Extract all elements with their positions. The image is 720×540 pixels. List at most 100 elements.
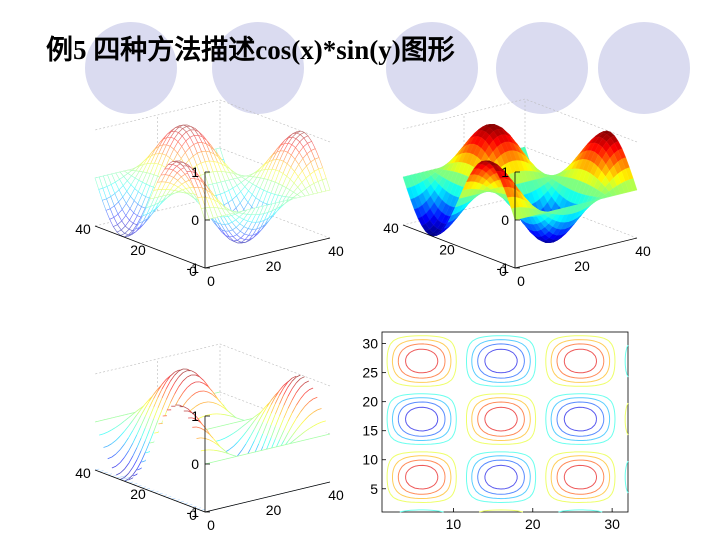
waterfall-ribbon-line xyxy=(304,415,310,421)
waterfall-ribbon-line xyxy=(266,400,272,408)
waterfall-ribbon-line xyxy=(115,462,121,467)
waterfall-ribbon-line xyxy=(183,406,189,410)
waterfall-ribbon-line xyxy=(195,390,200,394)
waterfall-ribbon-line xyxy=(149,441,155,444)
waterfall-ribbon-line xyxy=(199,376,205,381)
waterfall-ribbon-line xyxy=(115,415,121,418)
waterfall-ribbon-line xyxy=(111,465,117,469)
waterfall-ribbon-line xyxy=(258,409,263,416)
waterfall-ribbon-line xyxy=(161,381,167,390)
waterfall-ribbon-line xyxy=(132,459,138,468)
waterfall-ribbon-line xyxy=(191,412,197,417)
waterfall-ribbon-line xyxy=(128,466,134,474)
waterfall-ribbon-line xyxy=(128,443,134,452)
surf-x-tick-label: 0 xyxy=(517,273,525,289)
waterfall-ribbon-line xyxy=(182,400,188,407)
waterfall-ribbon-line xyxy=(275,403,280,415)
waterfall-ribbon-line xyxy=(224,423,230,426)
waterfall-ribbon-line xyxy=(242,453,247,456)
waterfall-ribbon-line xyxy=(237,417,242,420)
waterfall-ribbon-line xyxy=(274,394,280,404)
waterfall-ribbon-line xyxy=(136,461,142,470)
waterfall-ribbon-line xyxy=(207,386,213,392)
waterfall-ribbon-line xyxy=(224,435,230,439)
waterfall-ribbon-line xyxy=(215,391,221,394)
waterfall-ribbon-line xyxy=(266,424,272,436)
waterfall-ribbon-line xyxy=(304,401,310,407)
waterfall-ribbon-line xyxy=(221,447,226,452)
mesh-y-tick-label: 0 xyxy=(189,263,197,279)
waterfall-ribbon-line xyxy=(144,399,150,405)
waterfall-ribbon-line xyxy=(279,394,285,405)
waterfall-ribbon-line xyxy=(170,393,176,403)
waterfall-ribbon-line xyxy=(140,416,146,426)
waterfall-ribbon-line xyxy=(140,427,146,439)
mesh-z-tick-label: 0 xyxy=(191,212,199,228)
waterfall-ribbon-line xyxy=(245,418,251,421)
waterfall-ribbon-line xyxy=(137,467,142,471)
waterfall-ribbon-line xyxy=(308,412,314,417)
waterfall-ribbon-line xyxy=(120,476,125,480)
waterfall-ribbon-line xyxy=(145,451,151,454)
waterfall-ribbon-line xyxy=(124,413,129,416)
waterfall-ribbon-line xyxy=(107,429,112,433)
waterfall-ribbon-line xyxy=(192,417,197,420)
surf-x-tick-label: 20 xyxy=(574,258,590,274)
waterfall-ribbon-line xyxy=(103,445,108,448)
waterfall-ribbon-line xyxy=(300,419,306,425)
contour-x-tick-label: 10 xyxy=(446,516,462,532)
waterfall-ribbon-line xyxy=(208,439,214,443)
waterfall-ribbon-line xyxy=(241,419,246,422)
waterfall-ribbon-line xyxy=(119,443,125,450)
waterfall-ribbon-line xyxy=(270,438,276,449)
waterfall-ribbon-line xyxy=(266,413,272,424)
mesh-z-tick-label: -1 xyxy=(187,260,200,276)
waterfall-plot: -1 0 1 0 20 40 0 20 40 xyxy=(0,290,360,540)
surf-z-tick-label: 1 xyxy=(501,164,509,180)
waterfall-ribbon-line xyxy=(317,421,322,425)
waterfall-ribbon-line xyxy=(270,394,276,401)
waterfall-ribbon-line xyxy=(237,420,242,423)
waterfall-ribbon-line xyxy=(145,441,150,453)
waterfall-ribbon-line xyxy=(283,408,289,419)
waterfall-ribbon-line xyxy=(195,403,201,407)
waterfall-ribbon-line xyxy=(208,413,213,416)
contour-plot: 10 20 30 5 10 15 20 25 30 xyxy=(360,290,720,540)
waterfall-ribbon-line xyxy=(115,435,121,441)
waterfall-ribbon-line xyxy=(229,453,235,456)
waterfall-ribbon-line xyxy=(270,396,276,405)
waterfall-ribbon-line xyxy=(259,449,264,452)
waterfall-ribbon-line xyxy=(317,435,322,438)
waterfall-ribbon-line xyxy=(119,457,125,463)
contour-contour-level xyxy=(405,348,597,490)
waterfall-ribbon-line xyxy=(209,461,214,464)
waterfall-ribbon-line xyxy=(132,410,137,415)
waterfall-ribbon-line xyxy=(249,429,255,437)
waterfall-ribbon-line xyxy=(229,445,234,450)
waterfall-ribbon-line xyxy=(213,460,218,463)
waterfall-ribbon-line xyxy=(136,425,142,435)
decor-circle-5 xyxy=(596,20,692,116)
waterfall-ribbon-line xyxy=(204,430,210,435)
waterfall-ribbon-line xyxy=(153,397,159,408)
waterfall-ribbon-line xyxy=(287,377,293,383)
waterfall-ribbon-line xyxy=(123,417,129,422)
waterfall-ribbon-line xyxy=(224,408,230,413)
waterfall-ribbon-line xyxy=(178,380,184,387)
waterfall-ribbon-line xyxy=(275,415,280,427)
waterfall-ribbon-line xyxy=(300,439,306,442)
waterfall-ribbon-line xyxy=(270,413,276,425)
waterfall-ribbon-line xyxy=(288,442,293,445)
waterfall-ribbon-line xyxy=(212,441,218,445)
waterfall-ribbon-line xyxy=(296,440,301,443)
waterfall-ribbon-line xyxy=(275,428,281,439)
waterfall-ribbon-line xyxy=(140,440,146,451)
waterfall-ribbon-line xyxy=(203,414,209,417)
waterfall-ribbon-line xyxy=(258,433,264,445)
contour-x-tick-label: 20 xyxy=(525,516,541,532)
waterfall-ribbon-line xyxy=(128,474,134,480)
waterfall-ribbon-line xyxy=(249,420,255,427)
surf-x-tick-label: 40 xyxy=(635,243,651,259)
